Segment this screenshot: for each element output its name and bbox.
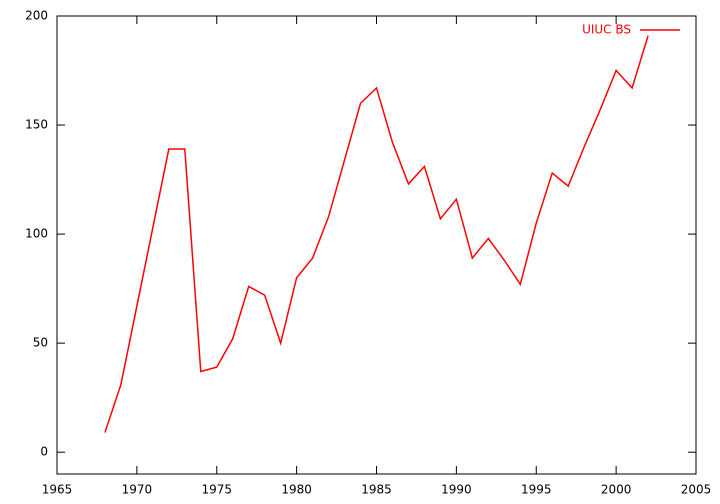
x-tick-label: 1995: [521, 483, 552, 497]
line-series: [104, 35, 649, 433]
x-tick-label: 2000: [601, 483, 632, 497]
y-tick-label: 0: [40, 445, 48, 459]
y-tick-label: 100: [25, 227, 48, 241]
plot-frame: [56, 15, 697, 475]
y-tick-label: 50: [33, 336, 48, 350]
x-tick-label: 1980: [281, 483, 312, 497]
x-tick-label: 1990: [441, 483, 472, 497]
y-tick-label: 150: [25, 118, 48, 132]
x-tick-label: 2005: [681, 483, 712, 497]
x-tick-label: 1965: [42, 483, 73, 497]
legend-label: UIUC BS: [582, 23, 631, 37]
x-tick-label: 1975: [201, 483, 232, 497]
x-tick-label: 1970: [122, 483, 153, 497]
y-tick-label: 200: [25, 9, 48, 23]
x-tick-label: 1985: [361, 483, 392, 497]
